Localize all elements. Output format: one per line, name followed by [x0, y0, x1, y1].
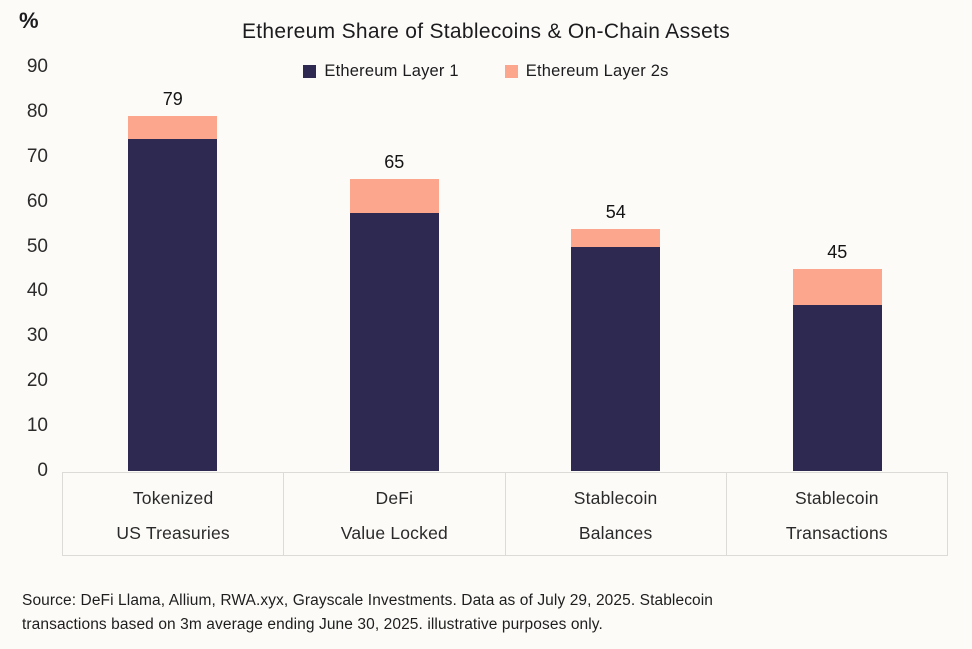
source-note: Source: DeFi Llama, Allium, RWA.xyx, Gra…: [22, 589, 952, 637]
bar-total-label: 45: [827, 242, 848, 262]
source-note-line1: Source: DeFi Llama, Allium, RWA.xyx, Gra…: [22, 592, 714, 609]
x-axis-category-cell: Stablecoin Balances: [506, 473, 727, 555]
legend-label: Ethereum Layer 2s: [525, 62, 669, 80]
y-axis-tick-label: 60: [26, 190, 48, 212]
bar-total-label: 65: [384, 152, 405, 173]
legend-item: Ethereum Layer 1: [303, 62, 459, 81]
legend-item: Ethereum Layer 2s: [504, 62, 669, 81]
y-axis-unit-label: %: [19, 8, 39, 33]
x-axis-category-cell: Tokenized US Treasuries: [63, 473, 285, 555]
y-axis-tick-label: 20: [26, 370, 48, 392]
source-note-line2: transactions based on 3m average ending …: [22, 616, 603, 633]
y-axis-tick-label: 40: [26, 280, 48, 302]
chart-title: Ethereum Share of Stablecoins & On-Chain…: [241, 20, 730, 43]
chart-legend: Ethereum Layer 1 Ethereum Layer 2s: [0, 62, 972, 81]
x-axis-category-label: Transactions: [785, 523, 888, 543]
bar-segment-ethereum-layer-1: [349, 212, 439, 471]
x-axis-category-cell: DeFi Value Locked: [284, 473, 506, 555]
x-axis-category-label: Stablecoin: [573, 488, 658, 508]
y-axis-tick-label: 10: [26, 415, 48, 437]
legend-label: Ethereum Layer 1: [324, 62, 459, 80]
y-axis-tick-label: 0: [37, 460, 48, 481]
bar-total-label: 79: [162, 89, 183, 110]
x-axis-category-label: Stablecoin: [795, 488, 879, 508]
x-axis-category-label: US Treasuries: [116, 523, 230, 543]
legend-swatch-icon: [504, 65, 518, 78]
bar-segment-ethereum-layer-2s: [128, 116, 218, 139]
bar-segment-ethereum-layer-1: [128, 138, 218, 471]
bar-segment-ethereum-layer-1: [571, 246, 661, 471]
bar-segment-ethereum-layer-2s: [349, 179, 439, 213]
y-axis-tick-label: 30: [26, 325, 48, 347]
x-axis-category-label: Tokenized: [132, 488, 214, 508]
y-axis-tick-label: 90: [26, 56, 48, 77]
x-axis-category-label: Value Locked: [340, 523, 448, 543]
x-axis-category-label: Balances: [578, 523, 653, 543]
y-axis-tick-label: 70: [26, 145, 48, 167]
bar-total-label: 54: [605, 201, 626, 222]
x-axis-category-cell: Stablecoin Transactions: [727, 473, 947, 555]
bar-segment-ethereum-layer-2s: [792, 269, 882, 305]
bar-segment-ethereum-layer-1: [792, 304, 882, 471]
legend-swatch-icon: [303, 65, 317, 78]
y-axis-tick-label: 50: [26, 235, 48, 257]
y-axis-tick-label: 80: [26, 100, 48, 122]
x-axis-category-label: DeFi: [375, 488, 414, 508]
x-axis-category-band: Tokenized US Treasuries DeFi Value Locked St…: [62, 472, 948, 556]
bar-segment-ethereum-layer-2s: [571, 228, 661, 247]
